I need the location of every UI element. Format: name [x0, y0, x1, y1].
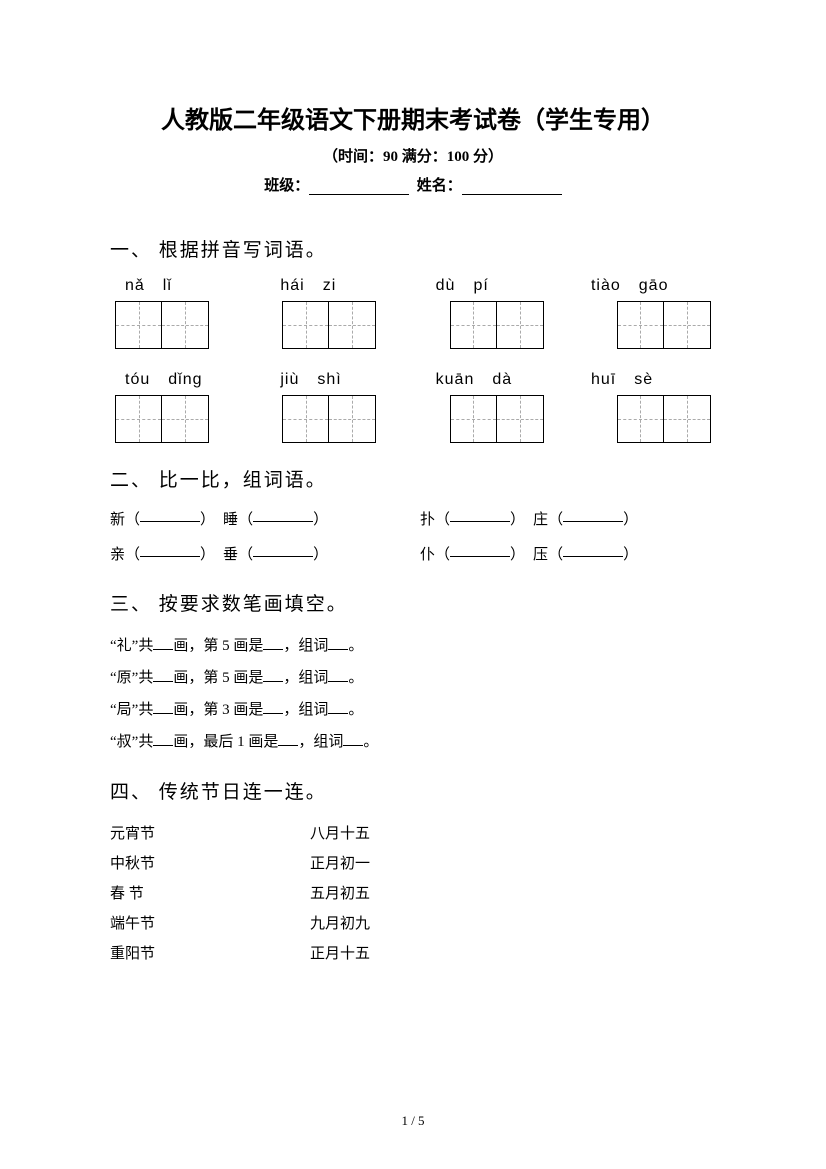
festival-item: 中秋节: [110, 849, 310, 879]
stroke-line: “原”共画，第 5 画是，组词。: [110, 663, 716, 693]
pinyin-syl: sè: [634, 371, 653, 389]
pinyin-group: jiùshì: [270, 371, 400, 389]
pinyin-syl: tóu: [125, 371, 150, 389]
class-label: 班级：: [264, 178, 309, 194]
pinyin-row-2: tóudǐng jiùshì kuāndà huīsè: [110, 371, 716, 389]
pinyin-syl: pí: [473, 277, 488, 295]
pinyin-syl: huī: [591, 371, 616, 389]
pinyin-syl: kuān: [436, 371, 475, 389]
blank[interactable]: [253, 556, 313, 557]
blank[interactable]: [153, 745, 173, 746]
compare-item: 庄（）: [533, 507, 638, 534]
date-item: 八月十五: [310, 819, 370, 849]
match-row: 春 节五月初五: [110, 879, 716, 909]
char-box-pair[interactable]: [115, 395, 209, 443]
pinyin-group: nǎlǐ: [115, 277, 245, 295]
compare-item: 扑（）: [420, 507, 525, 534]
festival-item: 元宵节: [110, 819, 310, 849]
match-row: 中秋节正月初一: [110, 849, 716, 879]
name-label: 姓名：: [417, 178, 462, 194]
pinyin-syl: shì: [317, 371, 341, 389]
char-box-pair[interactable]: [450, 395, 544, 443]
compare-row-2: 亲（） 垂（） 仆（） 压（）: [110, 542, 716, 569]
festival-item: 重阳节: [110, 939, 310, 969]
char-box-pair[interactable]: [115, 301, 209, 349]
date-item: 正月十五: [310, 939, 370, 969]
blank[interactable]: [140, 556, 200, 557]
blank[interactable]: [263, 681, 283, 682]
pinyin-group: hái zi: [270, 277, 400, 295]
blank[interactable]: [328, 681, 348, 682]
match-row: 端午节九月初九: [110, 909, 716, 939]
blank[interactable]: [563, 556, 623, 557]
blank[interactable]: [278, 745, 298, 746]
blank[interactable]: [263, 649, 283, 650]
pinyin-group: dùpí: [426, 277, 556, 295]
pinyin-syl: tiào: [591, 277, 621, 295]
char-box-pair[interactable]: [282, 301, 376, 349]
section4-heading: 四、 传统节日连一连。: [110, 777, 716, 804]
pinyin-syl: gāo: [639, 277, 669, 295]
blank[interactable]: [328, 649, 348, 650]
page-subtitle: （时间：90 满分：100 分）: [110, 145, 716, 166]
name-blank[interactable]: [462, 179, 562, 195]
match-row: 元宵节八月十五: [110, 819, 716, 849]
page-number: 1 / 5: [401, 1113, 424, 1129]
stroke-line: “礼”共画，第 5 画是，组词。: [110, 631, 716, 661]
blank[interactable]: [328, 713, 348, 714]
pinyin-group: kuāndà: [426, 371, 556, 389]
char-box-row-2: [110, 395, 716, 443]
compare-item: 新（）: [110, 507, 215, 534]
pinyin-group: huīsè: [581, 371, 711, 389]
compare-row-1: 新（） 睡（） 扑（） 庄（）: [110, 507, 716, 534]
class-blank[interactable]: [309, 179, 409, 195]
blank[interactable]: [343, 745, 363, 746]
pinyin-group: tiàogāo: [581, 277, 711, 295]
char-box-pair[interactable]: [617, 301, 711, 349]
blank[interactable]: [153, 681, 173, 682]
char-box-row-1: [110, 301, 716, 349]
festival-item: 端午节: [110, 909, 310, 939]
pinyin-syl: zi: [323, 277, 337, 295]
page-title: 人教版二年级语文下册期末考试卷（学生专用）: [110, 100, 716, 135]
blank[interactable]: [263, 713, 283, 714]
char-box-pair[interactable]: [282, 395, 376, 443]
date-item: 九月初九: [310, 909, 370, 939]
compare-item: 睡（）: [223, 507, 328, 534]
stroke-line: “叔”共画，最后 1 画是，组词。: [110, 727, 716, 757]
pinyin-syl: dà: [492, 371, 512, 389]
pinyin-syl: hái: [280, 277, 304, 295]
blank[interactable]: [153, 713, 173, 714]
pinyin-syl: nǎ: [125, 277, 145, 295]
pinyin-syl: jiù: [280, 371, 299, 389]
blank[interactable]: [253, 521, 313, 522]
section2-heading: 二、 比一比，组词语。: [110, 465, 716, 492]
blank[interactable]: [140, 521, 200, 522]
student-info-line: 班级： 姓名：: [110, 174, 716, 195]
stroke-line: “局”共画，第 3 画是，组词。: [110, 695, 716, 725]
pinyin-group: tóudǐng: [115, 371, 245, 389]
date-item: 五月初五: [310, 879, 370, 909]
blank[interactable]: [450, 521, 510, 522]
date-item: 正月初一: [310, 849, 370, 879]
section1-heading: 一、 根据拼音写词语。: [110, 235, 716, 262]
pinyin-syl: dù: [436, 277, 456, 295]
pinyin-syl: dǐng: [168, 371, 202, 389]
blank[interactable]: [153, 649, 173, 650]
festival-item: 春 节: [110, 879, 310, 909]
compare-item: 压（）: [533, 542, 638, 569]
pinyin-row-1: nǎlǐ hái zi dùpí tiàogāo: [110, 277, 716, 295]
section3-heading: 三、 按要求数笔画填空。: [110, 589, 716, 616]
compare-item: 垂（）: [223, 542, 328, 569]
pinyin-syl: lǐ: [163, 277, 172, 295]
blank[interactable]: [450, 556, 510, 557]
match-row: 重阳节正月十五: [110, 939, 716, 969]
compare-item: 仆（）: [420, 542, 525, 569]
compare-item: 亲（）: [110, 542, 215, 569]
blank[interactable]: [563, 521, 623, 522]
char-box-pair[interactable]: [617, 395, 711, 443]
char-box-pair[interactable]: [450, 301, 544, 349]
